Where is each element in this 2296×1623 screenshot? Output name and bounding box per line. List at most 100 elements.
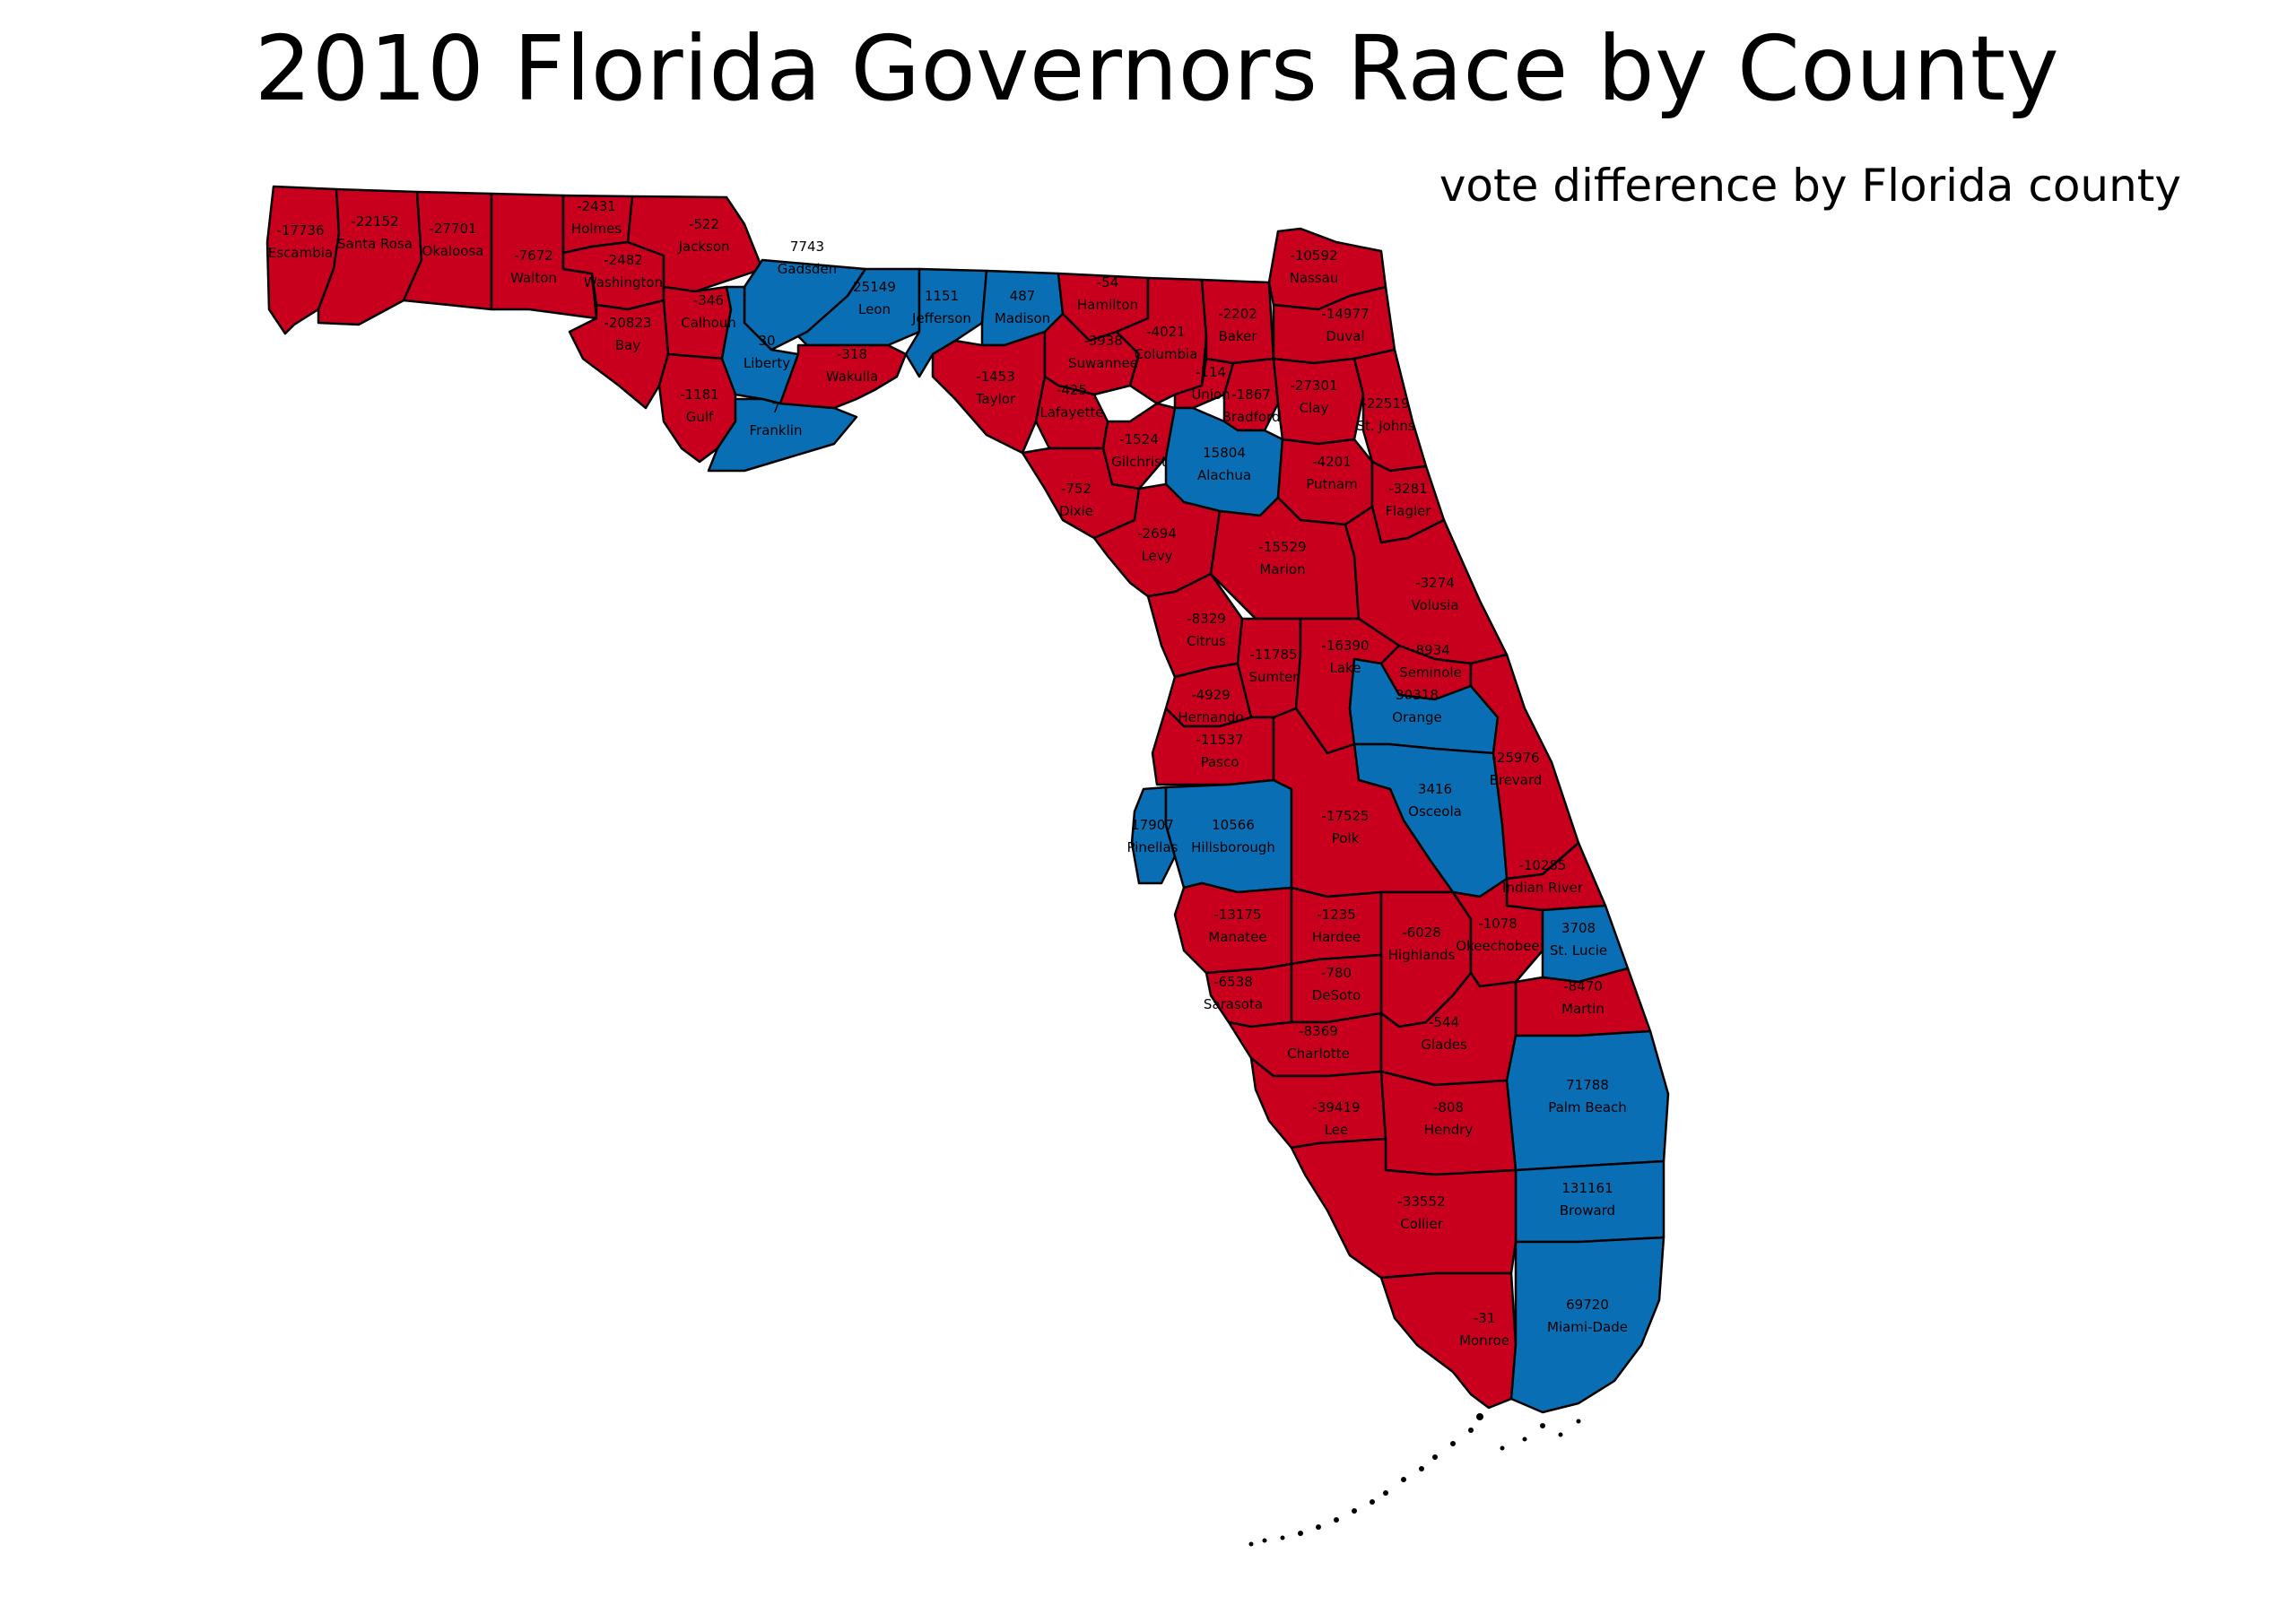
- county-name-glades: Glades: [1421, 1037, 1467, 1053]
- county-name-lake: Lake: [1330, 660, 1361, 676]
- county-value-liberty: 30: [758, 333, 775, 349]
- county-value-glades: -544: [1429, 1014, 1459, 1030]
- county-value-union: -114: [1196, 364, 1226, 380]
- county-value-baker: -2202: [1218, 306, 1257, 322]
- county-value-levy: -2694: [1137, 525, 1177, 542]
- county-value-indian-river: -10285: [1518, 857, 1566, 873]
- county-value-columbia: -4021: [1146, 324, 1186, 340]
- county-value-palm-beach: 71788: [1566, 1077, 1609, 1093]
- county-shape-monroe[interactable]: [1379, 1271, 1518, 1410]
- county-value-sarasota: -6538: [1213, 974, 1253, 990]
- county-name-miami-dade: Miami-Dade: [1547, 1319, 1628, 1335]
- county-name-madison: Madison: [995, 310, 1050, 326]
- county-name-manatee: Manatee: [1208, 929, 1266, 945]
- county-name-citrus: Citrus: [1187, 633, 1226, 649]
- county-value-pasco: -11537: [1196, 732, 1243, 748]
- county-value-manatee: -13175: [1213, 907, 1261, 923]
- county-value-lake: -16390: [1321, 638, 1369, 654]
- county-name-seminole: Seminole: [1399, 664, 1462, 681]
- county-name-osceola: Osceola: [1408, 803, 1462, 820]
- county-shape-bay[interactable]: [568, 299, 670, 410]
- county-name-nassau: Nassau: [1290, 270, 1339, 286]
- county-name-hardee: Hardee: [1312, 929, 1361, 945]
- county-shape-franklin[interactable]: [707, 397, 858, 473]
- county-value-santa-rosa: -22152: [351, 213, 398, 230]
- county-value-wakulla: -318: [837, 346, 867, 362]
- county-name-wakulla: Wakulla: [826, 369, 878, 385]
- county-name-franklin: Franklin: [750, 422, 803, 438]
- map-subtitle: vote difference by Florida county: [1439, 160, 2181, 212]
- county-value-collier: -33552: [1397, 1193, 1445, 1210]
- county-name-polk: Polk: [1332, 830, 1360, 846]
- county-name-monroe: Monroe: [1459, 1332, 1509, 1349]
- county-value-polk: -17525: [1321, 808, 1369, 824]
- county-value-walton: -7672: [514, 247, 553, 264]
- county-value-franklin: 7: [771, 400, 780, 416]
- county-name-union: Union: [1191, 386, 1230, 403]
- county-name-palm-beach: Palm Beach: [1548, 1099, 1627, 1115]
- county-value-osceola: 3416: [1418, 781, 1452, 797]
- county-value-hillsborough: 10566: [1212, 817, 1255, 833]
- county-value-madison: 487: [1010, 288, 1036, 304]
- county-value-washington: -2482: [604, 252, 643, 268]
- county-name-st-johns: St. Johns: [1356, 418, 1415, 434]
- county-name-highlands: Highlands: [1388, 947, 1456, 963]
- county-name-clay: Clay: [1300, 400, 1329, 416]
- county-value-st-johns: -22519: [1361, 395, 1409, 412]
- county-value-marion: -15529: [1258, 539, 1306, 555]
- county-value-orange: 30318: [1396, 687, 1439, 703]
- county-value-duval: -14977: [1321, 306, 1369, 322]
- county-name-levy: Levy: [1141, 548, 1172, 564]
- county-value-sumter: -11785: [1249, 647, 1297, 663]
- county-value-lee: -39419: [1312, 1099, 1360, 1115]
- county-shape-manatee[interactable]: [1173, 881, 1293, 975]
- county-name-st-lucie: St. Lucie: [1550, 942, 1607, 959]
- county-value-hardee: -1235: [1317, 907, 1356, 923]
- county-value-citrus: -8329: [1187, 611, 1226, 627]
- county-value-hamilton: -54: [1097, 274, 1119, 291]
- county-name-broward: Broward: [1560, 1202, 1615, 1219]
- county-value-brevard: -25976: [1492, 750, 1539, 766]
- county-name-orange: Orange: [1392, 709, 1441, 725]
- county-name-putnam: Putnam: [1306, 476, 1357, 492]
- county-value-monroe: -31: [1474, 1310, 1496, 1326]
- county-shape-miami-dade[interactable]: [1509, 1236, 1665, 1414]
- county-value-hernando: -4929: [1191, 687, 1231, 703]
- county-value-nassau: -10592: [1290, 247, 1337, 264]
- county-value-gadsden: 7743: [790, 239, 824, 255]
- county-shape-wakulla[interactable]: [778, 343, 908, 410]
- county-value-suwannee: -3938: [1083, 333, 1123, 349]
- county-value-bay: -20823: [604, 315, 651, 331]
- county-name-martin: Martin: [1561, 1001, 1605, 1017]
- county-name-leon: Leon: [858, 301, 891, 317]
- county-shape-hardee[interactable]: [1290, 886, 1383, 966]
- florida-keys-islands: [1248, 1413, 1581, 1547]
- county-name-marion: Marion: [1259, 561, 1305, 577]
- county-shape-collier[interactable]: [1290, 1137, 1518, 1280]
- county-name-brevard: Brevard: [1490, 772, 1543, 788]
- map-title: 2010 Florida Governors Race by County: [254, 16, 2060, 121]
- county-name-baker: Baker: [1218, 328, 1257, 344]
- county-name-washington: Washington: [584, 274, 663, 291]
- county-value-charlotte: -8369: [1299, 1023, 1338, 1039]
- county-value-jackson: -522: [689, 216, 719, 232]
- county-name-volusia: Volusia: [1411, 597, 1458, 613]
- county-name-taylor: Taylor: [975, 391, 1016, 407]
- county-value-leon: 25149: [853, 279, 896, 295]
- county-shapes: [265, 185, 1670, 1414]
- county-name-pasco: Pasco: [1201, 754, 1239, 770]
- county-name-dixie: Dixie: [1059, 503, 1093, 519]
- county-shape-broward[interactable]: [1514, 1159, 1665, 1244]
- county-value-highlands: -6028: [1402, 924, 1441, 941]
- county-shape-hillsborough[interactable]: [1164, 778, 1293, 894]
- county-name-collier: Collier: [1400, 1216, 1443, 1232]
- county-value-holmes: -2431: [577, 198, 616, 214]
- county-name-sarasota: Sarasota: [1204, 996, 1263, 1012]
- county-labels: -17736 Escambia -22152 Santa Rosa -27701 Okal…: [268, 198, 1628, 1349]
- county-name-columbia: Columbia: [1135, 346, 1198, 362]
- county-name-suwannee: Suwannee: [1068, 355, 1138, 371]
- county-name-liberty: Liberty: [744, 355, 790, 371]
- county-name-jackson: Jackson: [677, 239, 729, 255]
- county-shape-suwannee[interactable]: [1043, 312, 1141, 396]
